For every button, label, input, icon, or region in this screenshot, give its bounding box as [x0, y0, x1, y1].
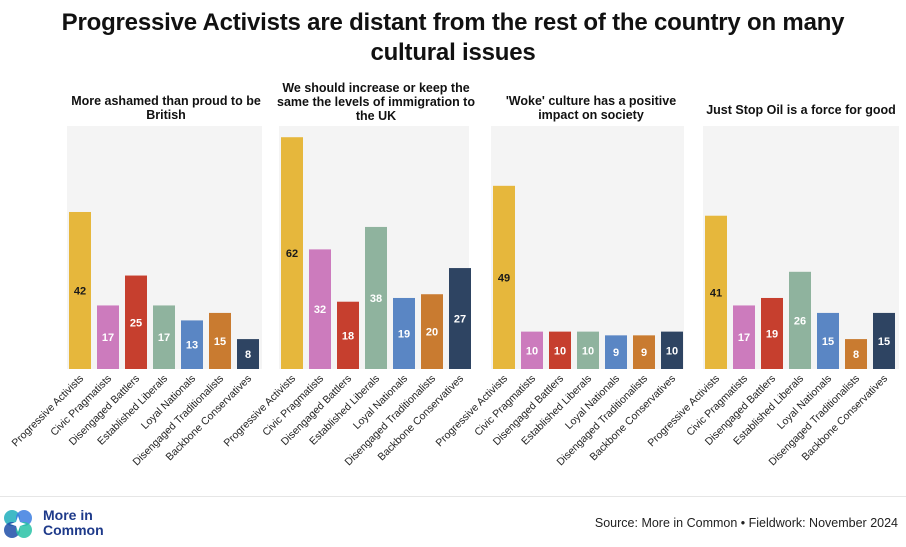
panel-title-woke: 'Woke' culture has a positive impact on …	[505, 94, 677, 122]
value-label-just-stop-oil-civic-pragmatists: 17	[738, 332, 750, 344]
source-note: Source: More in Common • Fieldwork: Nove…	[594, 516, 898, 530]
footer-divider	[0, 496, 906, 497]
chart-title-line1: Progressive Activists are distant from t…	[61, 9, 845, 36]
value-label-just-stop-oil-progressive-activists: 41	[710, 287, 722, 299]
value-label-woke-established-liberals: 10	[582, 345, 594, 357]
value-label-woke-civic-pragmatists: 10	[526, 345, 538, 357]
value-label-just-stop-oil-backbone-conservatives: 15	[878, 336, 890, 348]
value-label-woke-loyal-nationals: 9	[613, 347, 619, 359]
bar-just-stop-oil-backbone-conservatives	[873, 312, 895, 369]
value-label-ashamed-established-liberals: 17	[158, 332, 170, 344]
bar-ashamed-progressive-activists	[69, 211, 91, 369]
value-label-just-stop-oil-disengaged-battlers: 19	[766, 328, 778, 340]
bar-immigration-progressive-activists	[281, 137, 303, 369]
bar-just-stop-oil-disengaged-traditionalists	[845, 339, 867, 369]
value-label-just-stop-oil-established-liberals: 26	[794, 315, 806, 327]
bar-ashamed-backbone-conservatives	[237, 339, 259, 369]
chart-title-line2: cultural issues	[370, 39, 536, 66]
bar-just-stop-oil-established-liberals	[789, 271, 811, 369]
bar-immigration-disengaged-traditionalists	[421, 294, 443, 369]
value-label-woke-progressive-activists: 49	[498, 272, 510, 284]
value-label-ashamed-disengaged-traditionalists: 15	[214, 336, 226, 348]
value-label-woke-disengaged-traditionalists: 9	[641, 347, 647, 359]
panel-title-immigration: We should increase or keep the same the …	[277, 81, 475, 123]
value-label-immigration-backbone-conservatives: 27	[454, 314, 466, 326]
bar-woke-progressive-activists	[493, 185, 515, 369]
bar-woke-backbone-conservatives	[661, 331, 683, 369]
bar-just-stop-oil-civic-pragmatists	[733, 305, 755, 369]
bar-woke-civic-pragmatists	[521, 331, 543, 369]
value-label-just-stop-oil-loyal-nationals: 15	[822, 336, 834, 348]
value-label-just-stop-oil-disengaged-traditionalists: 8	[853, 349, 859, 361]
value-label-ashamed-civic-pragmatists: 17	[102, 332, 114, 344]
value-label-immigration-established-liberals: 38	[370, 293, 382, 305]
bar-ashamed-loyal-nationals	[181, 320, 203, 369]
bar-ashamed-civic-pragmatists	[97, 305, 119, 369]
value-label-immigration-disengaged-traditionalists: 20	[426, 327, 438, 339]
value-label-immigration-civic-pragmatists: 32	[314, 304, 326, 316]
value-label-immigration-progressive-activists: 62	[286, 248, 298, 260]
bar-woke-loyal-nationals	[605, 335, 627, 369]
bar-ashamed-disengaged-traditionalists	[209, 312, 231, 369]
value-label-ashamed-disengaged-battlers: 25	[130, 317, 142, 329]
panel-title-just-stop-oil: Just Stop Oil is a force for good	[706, 103, 896, 117]
bar-ashamed-established-liberals	[153, 305, 175, 369]
value-label-ashamed-progressive-activists: 42	[74, 285, 86, 297]
bar-immigration-established-liberals	[365, 226, 387, 369]
bar-immigration-disengaged-battlers	[337, 301, 359, 369]
logo-text-line2: Common	[43, 522, 104, 538]
bar-immigration-backbone-conservatives	[449, 268, 471, 369]
panel-title-ashamed: More ashamed than proud to be British	[71, 94, 261, 122]
bar-just-stop-oil-loyal-nationals	[817, 312, 839, 369]
bar-immigration-loyal-nationals	[393, 297, 415, 369]
value-label-immigration-loyal-nationals: 19	[398, 328, 410, 340]
logo-wordmark: More in Common	[43, 508, 104, 538]
value-label-woke-disengaged-battlers: 10	[554, 345, 566, 357]
value-label-ashamed-backbone-conservatives: 8	[245, 349, 251, 361]
value-label-ashamed-loyal-nationals: 13	[186, 340, 198, 352]
bar-just-stop-oil-progressive-activists	[705, 215, 727, 369]
bar-woke-disengaged-traditionalists	[633, 335, 655, 369]
value-label-immigration-disengaged-battlers: 18	[342, 330, 354, 342]
bar-ashamed-disengaged-battlers	[125, 275, 147, 369]
more-in-common-logo-icon	[4, 510, 32, 538]
bar-immigration-civic-pragmatists	[309, 249, 331, 369]
value-label-woke-backbone-conservatives: 10	[666, 345, 678, 357]
bar-woke-established-liberals	[577, 331, 599, 369]
panel-background-woke	[491, 126, 684, 369]
bar-just-stop-oil-disengaged-battlers	[761, 297, 783, 369]
bar-woke-disengaged-battlers	[549, 331, 571, 369]
chart-title: Progressive Activists are distant from t…	[0, 8, 906, 68]
logo-text-line1: More in	[43, 507, 93, 523]
